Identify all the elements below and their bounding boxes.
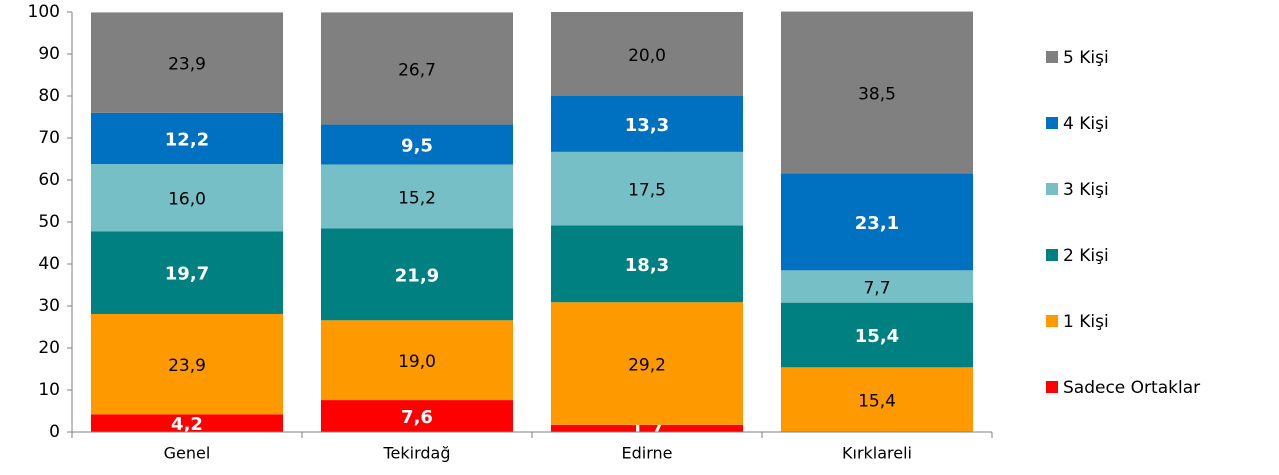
data-label: 7,6 [401, 407, 433, 428]
legend-label: 3 Kişi [1063, 180, 1109, 200]
y-tick-label: 60 [38, 170, 60, 190]
data-label: 15,4 [855, 326, 899, 347]
bar-segment [780, 367, 974, 432]
bar-segment [550, 225, 744, 303]
bar-segment [90, 313, 284, 415]
data-label: 38,5 [858, 84, 896, 104]
legend-swatch [1046, 117, 1058, 129]
legend-swatch [1046, 381, 1058, 393]
data-label: 16,0 [168, 190, 206, 210]
bar-segment [550, 151, 744, 226]
y-tick-label: 90 [38, 44, 60, 64]
x-tick-label: Kırklareli [842, 444, 912, 463]
data-label: 20,0 [628, 46, 666, 66]
data-label: 23,9 [168, 356, 206, 376]
bar-segment [90, 414, 284, 432]
bar-segment [90, 12, 284, 113]
data-label: 15,4 [858, 392, 896, 412]
bar-segment [550, 12, 744, 96]
legend-swatch [1046, 51, 1058, 63]
data-label: 9,5 [401, 136, 433, 157]
legend-label: 1 Kişi [1063, 312, 1109, 332]
bar-segment [320, 400, 514, 432]
bar-segment [90, 231, 284, 314]
y-tick-label: 10 [38, 380, 60, 400]
y-tick-label: 80 [38, 86, 60, 106]
data-label: 13,3 [625, 115, 669, 136]
data-label: 15,2 [398, 188, 436, 208]
bar-segment [90, 164, 284, 232]
data-label: 19,7 [165, 264, 209, 285]
bar-segment [320, 228, 514, 321]
bar-segment [550, 424, 744, 432]
x-tick-label: Edirne [622, 444, 673, 463]
bar-segment [320, 320, 514, 401]
data-label: 18,3 [625, 255, 669, 276]
data-label: 29,2 [628, 356, 666, 376]
legend-label: 4 Kişi [1063, 114, 1109, 134]
data-label: 7,7 [863, 278, 890, 298]
data-label: 4,2 [171, 414, 203, 435]
y-tick-label: 20 [38, 338, 60, 358]
legend-swatch [1046, 183, 1058, 195]
legend-label: 5 Kişi [1063, 48, 1109, 68]
y-tick-label: 50 [38, 212, 60, 232]
bar-segment [320, 12, 514, 125]
y-tick-label: 100 [28, 2, 60, 22]
bar-segment [320, 164, 514, 229]
bar-segment [320, 124, 514, 165]
bar-segment [780, 302, 974, 368]
legend-swatch [1046, 315, 1058, 327]
y-tick-label: 40 [38, 254, 60, 274]
x-tick-label: Tekirdağ [382, 444, 450, 463]
bar-segment [90, 112, 284, 165]
bar-segment [550, 302, 744, 425]
legend-swatch [1046, 249, 1058, 261]
data-label: 26,7 [398, 60, 436, 80]
data-label: 23,1 [855, 213, 899, 234]
data-label: 23,9 [168, 55, 206, 75]
data-label: 19,0 [398, 352, 436, 372]
bar-segment [780, 173, 974, 271]
y-tick-label: 0 [49, 422, 60, 442]
legend-label: Sadece Ortaklar [1063, 378, 1200, 398]
legend-label: 2 Kişi [1063, 246, 1109, 266]
x-tick-label: Genel [164, 444, 211, 463]
data-label: 12,2 [165, 129, 209, 150]
y-tick-label: 30 [38, 296, 60, 316]
bar-segment [550, 96, 744, 152]
bar-segment [780, 270, 974, 303]
bar-segment [780, 11, 974, 174]
y-tick-label: 70 [38, 128, 60, 148]
data-label: 21,9 [395, 265, 439, 286]
data-label: 17,5 [628, 181, 666, 201]
